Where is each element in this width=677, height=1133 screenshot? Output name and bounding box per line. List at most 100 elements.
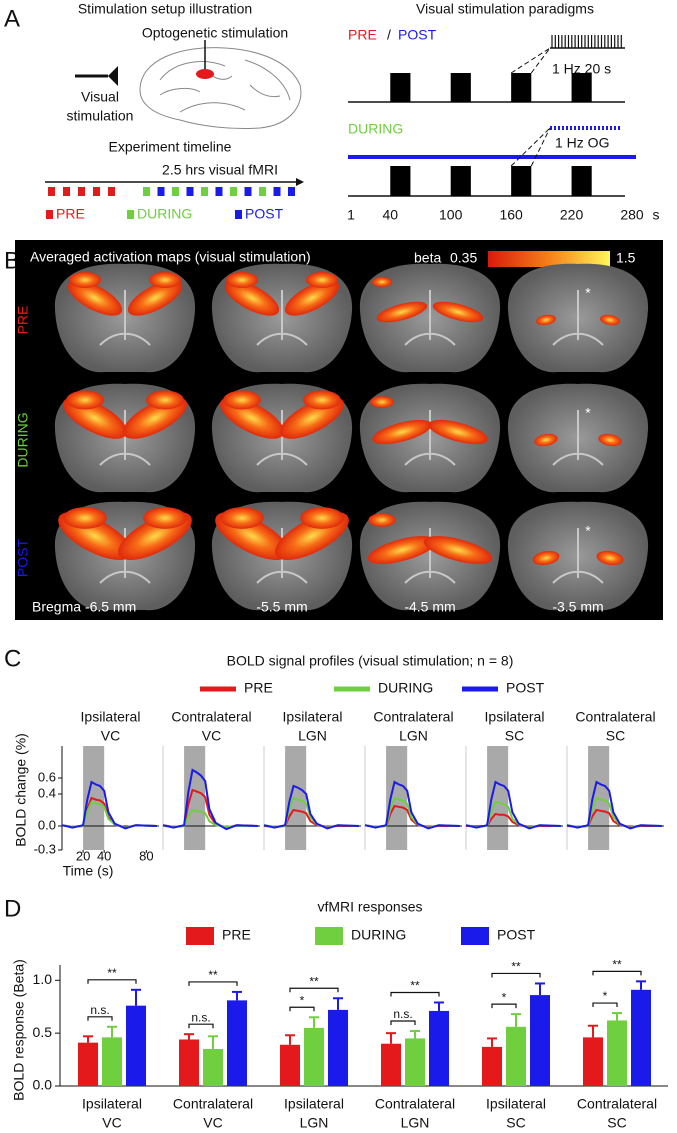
- activation-blob: [534, 433, 558, 447]
- zoom-dash: [530, 127, 551, 167]
- x-tick-label: LGN: [401, 1115, 430, 1131]
- stimulus-band: [184, 746, 206, 850]
- brain-ventricle: [99, 290, 151, 346]
- y-axis-label: BOLD response (Beta): [11, 959, 27, 1101]
- timeline-title: Experiment timeline: [109, 139, 232, 155]
- y-tick-label: 0.6: [38, 769, 56, 784]
- profile-line: [162, 768, 258, 831]
- legend-label: POST: [497, 927, 536, 943]
- y-tick-label: 0.0: [33, 1077, 53, 1093]
- panel-name: LGN: [399, 728, 428, 744]
- brain-slice: [211, 383, 353, 493]
- paradigm-tick-label: 280: [620, 207, 644, 223]
- timeline-square: [244, 187, 252, 196]
- legend-label: PRE: [244, 680, 273, 696]
- sig-label: *: [603, 989, 608, 1003]
- x-tick-label: 40: [97, 848, 111, 863]
- activation-blob: [63, 507, 107, 529]
- bar: [203, 1049, 223, 1086]
- panel-name: Contralateral: [171, 709, 251, 725]
- timeline-square: [186, 187, 194, 196]
- y-tick-label: 0.0: [38, 817, 56, 832]
- activation-blob: [220, 507, 264, 529]
- zoom-dash: [510, 127, 551, 167]
- timeline-square: [259, 187, 266, 196]
- y-tick-label: -0.3: [34, 841, 56, 856]
- activation-blob: [432, 301, 484, 323]
- paradigm-title: Visual stimulation paradigms: [416, 1, 594, 17]
- panel-name: Contralateral: [373, 709, 453, 725]
- sig-bracket: [491, 972, 541, 978]
- paradigm-tick-label: 220: [560, 207, 584, 223]
- panel-name: SC: [606, 728, 625, 744]
- sig-bracket: [592, 1002, 618, 1008]
- activation-blob: [223, 390, 261, 410]
- sig-label: n.s.: [191, 1010, 210, 1024]
- panel-name: Ipsilateral: [81, 709, 141, 725]
- stim-block: [390, 166, 411, 196]
- activation-blob: [300, 507, 344, 529]
- stim-block: [571, 73, 592, 102]
- legend-label: POST: [245, 206, 284, 222]
- bar: [506, 1026, 526, 1086]
- sig-bracket: [188, 1023, 214, 1029]
- activation-blob: [428, 419, 488, 445]
- y-axis-label: BOLD change (%): [13, 733, 29, 847]
- activation-blob: [127, 280, 183, 316]
- legend-swatch: [127, 210, 134, 219]
- brain-slice: [211, 501, 353, 611]
- timeline-square: [288, 187, 295, 196]
- activation-blob: [376, 301, 428, 323]
- sig-label: *: [502, 990, 507, 1004]
- legend-swatch: [46, 210, 53, 219]
- y-tick-label: 0.5: [33, 1024, 53, 1040]
- timeline-square: [78, 187, 85, 196]
- timeline-square: [143, 187, 150, 196]
- timeline-square: [201, 187, 208, 196]
- activation-blob: [146, 390, 184, 410]
- bar: [530, 995, 550, 1086]
- bar: [78, 1042, 98, 1086]
- activation-blob: [600, 314, 620, 326]
- activation-blob: [303, 390, 341, 410]
- profile-line: [364, 804, 460, 828]
- x-tick-label: SC: [607, 1115, 626, 1131]
- bar: [482, 1046, 502, 1086]
- sig-bracket: [390, 991, 440, 997]
- row-label: PRE: [15, 306, 31, 335]
- brain-slice: [359, 383, 501, 493]
- bar: [607, 1020, 627, 1086]
- y-tick-label: 1.0: [33, 971, 53, 987]
- sig-label: n.s.: [393, 1007, 412, 1021]
- activation-blob: [598, 433, 622, 447]
- timeline-square: [157, 187, 165, 196]
- bar: [405, 1038, 425, 1086]
- sig-label: **: [309, 974, 319, 988]
- panel-name: VC: [101, 728, 120, 744]
- activation-blob: [224, 280, 280, 316]
- timeline-square: [48, 187, 55, 196]
- activation-blob: [284, 280, 340, 316]
- map-title: Averaged activation maps (visual stimula…: [30, 249, 311, 265]
- x-tick-label: Contralateral: [577, 1096, 657, 1112]
- stimulus-band: [487, 746, 509, 850]
- brain-ventricle: [552, 290, 604, 346]
- y-tick-label: 0.4: [38, 785, 56, 800]
- x-tick-label: 20: [76, 848, 90, 863]
- chart-title: vfMRI responses: [317, 899, 422, 915]
- paradigm-tick-label: 1: [347, 207, 355, 223]
- timeline-square: [63, 187, 70, 196]
- zoom-label: 1 Hz OG: [555, 135, 609, 151]
- marker: *: [585, 405, 591, 421]
- activation-blob: [226, 272, 258, 288]
- legend-label: DURING: [351, 927, 406, 943]
- panel-name: Contralateral: [575, 709, 655, 725]
- brain-slice: [54, 383, 196, 493]
- slash: /: [387, 27, 391, 43]
- sig-bracket: [188, 981, 238, 986]
- timeline-arrow: [296, 178, 304, 186]
- legend-swatch: [235, 210, 242, 219]
- brain-sketch: [139, 47, 302, 130]
- timeline-square: [108, 187, 115, 196]
- marker: *: [585, 285, 591, 301]
